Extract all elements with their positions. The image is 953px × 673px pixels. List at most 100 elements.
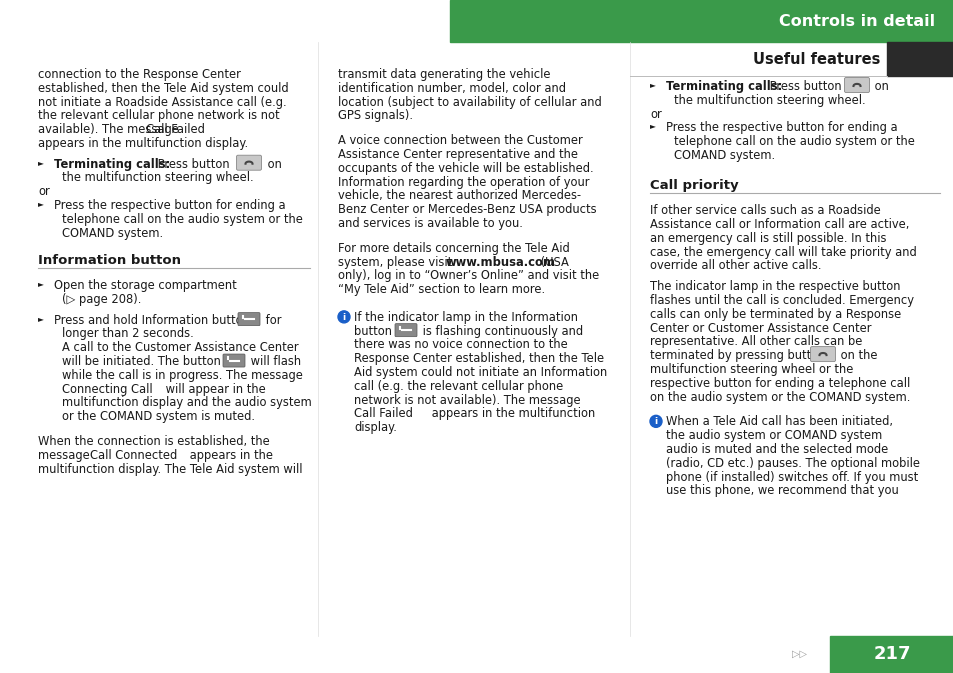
Text: A call to the Customer Assistance Center: A call to the Customer Assistance Center <box>62 341 298 354</box>
Text: while the call is in progress. The message: while the call is in progress. The messa… <box>62 369 302 382</box>
Text: The indicator lamp in the respective button: The indicator lamp in the respective but… <box>649 280 900 293</box>
Text: i: i <box>342 313 345 322</box>
Text: appears in the: appears in the <box>186 449 273 462</box>
FancyBboxPatch shape <box>237 313 260 326</box>
Text: If the indicator lamp in the Information: If the indicator lamp in the Information <box>354 311 578 324</box>
Text: only), log in to “Owner’s Online” and visit the: only), log in to “Owner’s Online” and vi… <box>337 269 598 283</box>
Text: vehicle, the nearest authorized Mercedes-: vehicle, the nearest authorized Mercedes… <box>337 189 580 203</box>
Text: Call priority: Call priority <box>649 180 738 192</box>
FancyBboxPatch shape <box>236 155 261 170</box>
FancyBboxPatch shape <box>395 324 416 336</box>
Text: Benz Center or Mercedes-Benz USA products: Benz Center or Mercedes-Benz USA product… <box>337 203 596 216</box>
Text: identification number, model, color and: identification number, model, color and <box>337 82 565 95</box>
Text: button: button <box>354 324 395 338</box>
Text: the multifunction steering wheel.: the multifunction steering wheel. <box>673 94 864 107</box>
Text: longer than 2 seconds.: longer than 2 seconds. <box>62 328 193 341</box>
Text: there was no voice connection to the: there was no voice connection to the <box>354 339 567 351</box>
Text: i: i <box>654 417 657 426</box>
Text: For more details concerning the Tele Aid: For more details concerning the Tele Aid <box>337 242 569 255</box>
Text: Center or Customer Assistance Center: Center or Customer Assistance Center <box>649 322 871 334</box>
Text: 217: 217 <box>872 645 910 663</box>
Text: network is not available). The message: network is not available). The message <box>354 394 580 406</box>
Text: Controls in detail: Controls in detail <box>778 13 934 28</box>
Text: Open the storage compartment: Open the storage compartment <box>54 279 236 292</box>
Text: If other service calls such as a Roadside: If other service calls such as a Roadsid… <box>649 204 880 217</box>
Text: terminated by pressing button: terminated by pressing button <box>649 349 828 362</box>
Text: on the: on the <box>836 349 877 362</box>
Text: ►: ► <box>38 157 44 167</box>
Text: or: or <box>649 108 661 120</box>
Text: on: on <box>264 157 281 171</box>
FancyBboxPatch shape <box>223 354 245 367</box>
Text: Press and hold Information button: Press and hold Information button <box>54 314 253 326</box>
Text: ►: ► <box>649 80 655 89</box>
Text: the audio system or COMAND system: the audio system or COMAND system <box>665 429 882 442</box>
Text: www.mbusa.com: www.mbusa.com <box>446 256 556 269</box>
Text: (USA: (USA <box>537 256 568 269</box>
Circle shape <box>337 311 350 323</box>
Text: (▷ page 208).: (▷ page 208). <box>62 293 141 306</box>
Text: phone (if installed) switches off. If you must: phone (if installed) switches off. If yo… <box>665 470 918 483</box>
Text: Call Failed: Call Failed <box>146 123 205 136</box>
Text: and services is available to you.: and services is available to you. <box>337 217 522 230</box>
FancyBboxPatch shape <box>843 77 868 92</box>
Text: transmit data generating the vehicle: transmit data generating the vehicle <box>337 68 550 81</box>
Text: the relevant cellular phone network is not: the relevant cellular phone network is n… <box>38 110 279 122</box>
Text: ▷▷: ▷▷ <box>792 649 806 659</box>
Text: telephone call on the audio system or the: telephone call on the audio system or th… <box>62 213 302 226</box>
Text: established, then the Tele Aid system could: established, then the Tele Aid system co… <box>38 82 289 95</box>
Text: Press the respective button for ending a: Press the respective button for ending a <box>665 121 897 135</box>
Text: ►: ► <box>38 199 44 208</box>
Circle shape <box>649 415 661 427</box>
Text: not initiate a Roadside Assistance call (e.g.: not initiate a Roadside Assistance call … <box>38 96 286 108</box>
Text: Useful features: Useful features <box>752 52 879 67</box>
Text: Assistance Center representative and the: Assistance Center representative and the <box>337 148 578 161</box>
Text: telephone call on the audio system or the: telephone call on the audio system or th… <box>673 135 914 148</box>
Text: for: for <box>262 314 281 326</box>
Text: on: on <box>870 80 888 93</box>
Text: ►: ► <box>38 279 44 288</box>
Text: Call Failed: Call Failed <box>354 407 413 421</box>
FancyBboxPatch shape <box>810 347 835 361</box>
Text: ►: ► <box>38 314 44 322</box>
Text: GPS signals).: GPS signals). <box>337 110 413 122</box>
Text: appears in the multifunction display.: appears in the multifunction display. <box>38 137 248 150</box>
Text: occupants of the vehicle will be established.: occupants of the vehicle will be establi… <box>337 162 593 175</box>
Text: Assistance call or Information call are active,: Assistance call or Information call are … <box>649 218 908 231</box>
Text: case, the emergency call will take priority and: case, the emergency call will take prior… <box>649 246 916 258</box>
Bar <box>886 42 953 76</box>
Text: or: or <box>38 185 50 199</box>
Text: Connecting Call: Connecting Call <box>62 383 152 396</box>
Text: an emergency call is still possible. In this: an emergency call is still possible. In … <box>649 232 885 245</box>
Text: location (subject to availability of cellular and: location (subject to availability of cel… <box>337 96 601 108</box>
Text: connection to the Response Center: connection to the Response Center <box>38 68 240 81</box>
Text: audio is muted and the selected mode: audio is muted and the selected mode <box>665 443 887 456</box>
Text: Information regarding the operation of your: Information regarding the operation of y… <box>337 176 589 188</box>
Text: When a Tele Aid call has been initiated,: When a Tele Aid call has been initiated, <box>665 415 892 428</box>
Text: the multifunction steering wheel.: the multifunction steering wheel. <box>62 172 253 184</box>
Text: A voice connection between the Customer: A voice connection between the Customer <box>337 134 582 147</box>
Text: override all other active calls.: override all other active calls. <box>649 259 821 273</box>
Text: Terminating calls:: Terminating calls: <box>54 157 170 171</box>
Text: multifunction display and the audio system: multifunction display and the audio syst… <box>62 396 312 409</box>
Text: or the COMAND system is muted.: or the COMAND system is muted. <box>62 411 254 423</box>
Text: multifunction steering wheel or the: multifunction steering wheel or the <box>649 363 853 376</box>
Text: Response Center established, then the Tele: Response Center established, then the Te… <box>354 352 603 365</box>
Text: When the connection is established, the: When the connection is established, the <box>38 435 270 448</box>
Text: available). The message: available). The message <box>38 123 182 136</box>
Text: multifunction display. The Tele Aid system will: multifunction display. The Tele Aid syst… <box>38 462 302 476</box>
Text: will flash: will flash <box>247 355 301 368</box>
Text: system, please visit: system, please visit <box>337 256 456 269</box>
Text: on the audio system or the COMAND system.: on the audio system or the COMAND system… <box>649 390 909 404</box>
Text: call (e.g. the relevant cellular phone: call (e.g. the relevant cellular phone <box>354 380 562 393</box>
Text: Terminating calls:: Terminating calls: <box>665 80 781 93</box>
Text: will be initiated. The button: will be initiated. The button <box>62 355 224 368</box>
Text: flashes until the call is concluded. Emergency: flashes until the call is concluded. Eme… <box>649 294 913 307</box>
Text: will appear in the: will appear in the <box>162 383 266 396</box>
Text: COMAND system.: COMAND system. <box>673 149 774 162</box>
Text: appears in the multifunction: appears in the multifunction <box>428 407 595 421</box>
Bar <box>450 0 953 42</box>
Text: “My Tele Aid” section to learn more.: “My Tele Aid” section to learn more. <box>337 283 544 296</box>
Text: COMAND system.: COMAND system. <box>62 227 163 240</box>
Text: is flashing continuously and: is flashing continuously and <box>418 324 582 338</box>
